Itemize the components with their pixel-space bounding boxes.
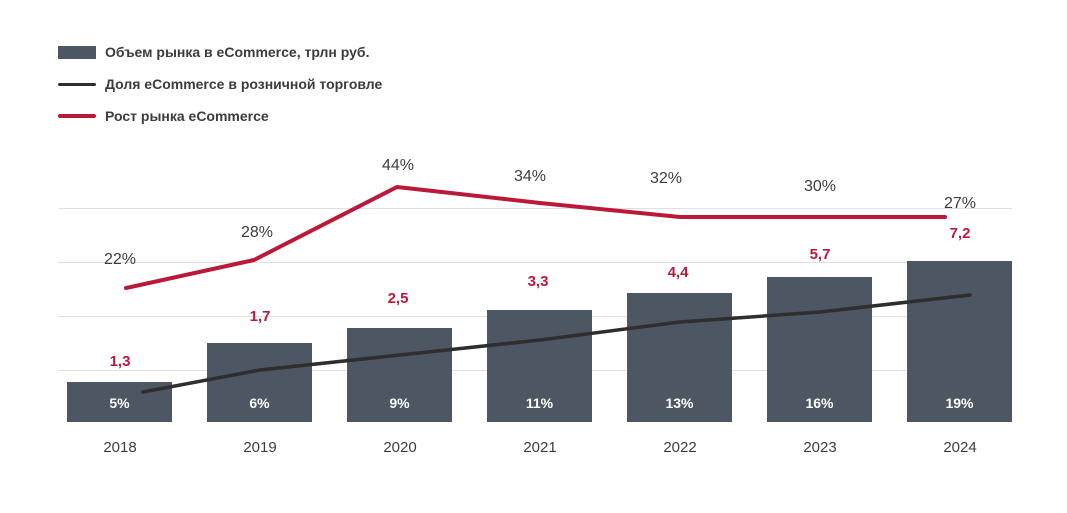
volume-label-2024: 7,2: [949, 225, 971, 242]
dark-line-swatch-icon: [58, 82, 96, 86]
bar-2019: 6%: [207, 343, 312, 422]
axis-label-2022: 2022: [663, 439, 697, 456]
growth-label-2022: 32%: [649, 170, 683, 187]
bar-2024: 19%: [907, 261, 1012, 422]
bar-series-swatch-icon: [58, 45, 96, 59]
bar-share-label: 13%: [665, 395, 694, 411]
volume-label-2018: 1,3: [109, 353, 131, 370]
bar-share-label: 11%: [525, 395, 554, 411]
volume-label-2023: 5,7: [809, 246, 831, 263]
axis-label-2018: 2018: [103, 439, 137, 456]
bar-share-label: 16%: [805, 395, 834, 411]
volume-label-2021: 3,3: [527, 273, 549, 290]
axis-label-2024: 2024: [943, 439, 977, 456]
growth-label-2023: 30%: [803, 178, 837, 195]
gridline: [58, 262, 1012, 263]
legend-label: Объем рынка в eCommerce, трлн руб.: [105, 44, 370, 60]
growth-line: [124, 185, 947, 290]
bar-share-label: 5%: [109, 395, 130, 411]
gridline: [58, 208, 1012, 209]
growth-label-2018: 22%: [103, 251, 137, 268]
red-line-swatch-icon: [58, 114, 96, 118]
bar-2020: 9%: [347, 328, 452, 422]
axis-label-2021: 2021: [523, 439, 557, 456]
axis-label-2023: 2023: [803, 439, 837, 456]
bar-2023: 16%: [767, 277, 872, 422]
growth-label-2020: 44%: [381, 157, 415, 174]
volume-label-2022: 4,4: [667, 264, 689, 281]
bar-share-label: 9%: [389, 395, 410, 411]
legend-item-market-volume: Объем рынка в eCommerce, трлн руб.: [58, 44, 369, 60]
growth-label-2019: 28%: [240, 224, 274, 241]
bar-2021: 11%: [487, 310, 592, 422]
axis-label-2020: 2020: [383, 439, 417, 456]
volume-label-2019: 1,7: [249, 308, 271, 325]
bar-2022: 13%: [627, 293, 732, 422]
bar-share-label: 19%: [945, 395, 974, 411]
legend-item-market-growth: Рост рынка eCommerce: [58, 108, 269, 124]
axis-label-2019: 2019: [243, 439, 277, 456]
volume-label-2020: 2,5: [387, 290, 409, 307]
share-line: [141, 293, 972, 394]
bar-share-label: 6%: [249, 395, 270, 411]
growth-label-2021: 34%: [513, 168, 547, 185]
legend-label: Доля eCommerce в розничной торговле: [105, 76, 383, 92]
legend-label: Рост рынка eCommerce: [105, 108, 269, 124]
growth-label-2024: 27%: [943, 195, 977, 212]
legend-item-ecommerce-share: Доля eCommerce в розничной торговле: [58, 76, 382, 92]
